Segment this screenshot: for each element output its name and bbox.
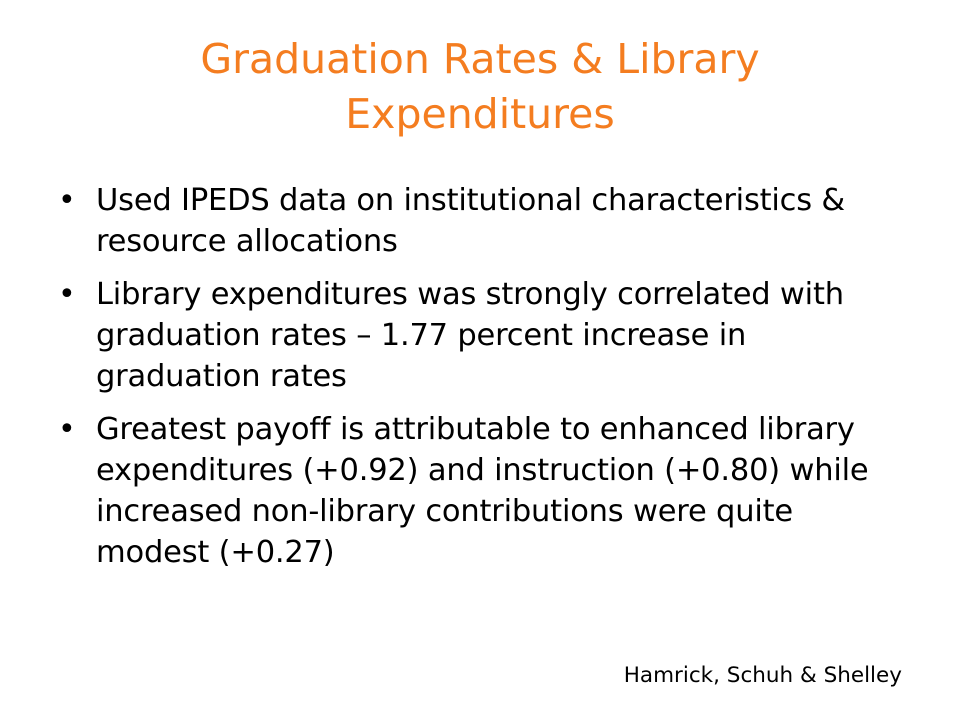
bullet-text: Library expenditures was strongly correl… [96,277,844,394]
bullet-item-greatest-payoff: • Greatest payoff is attributable to enh… [52,409,912,573]
bullet-item-ipeds-data: • Used IPEDS data on institutional chara… [52,180,912,262]
bullet-text: Used IPEDS data on institutional charact… [96,183,846,259]
bullet-icon: • [58,183,76,218]
bullet-list: • Used IPEDS data on institutional chara… [52,180,912,585]
source-credit: Hamrick, Schuh & Shelley [623,663,902,688]
slide-title: Graduation Rates & Library Expenditures [200,35,760,138]
bullet-item-library-correlation: • Library expenditures was strongly corr… [52,274,912,397]
bullet-text: Greatest payoff is attributable to enhan… [96,412,869,570]
bullet-icon: • [58,412,76,447]
bullet-icon: • [58,277,76,312]
